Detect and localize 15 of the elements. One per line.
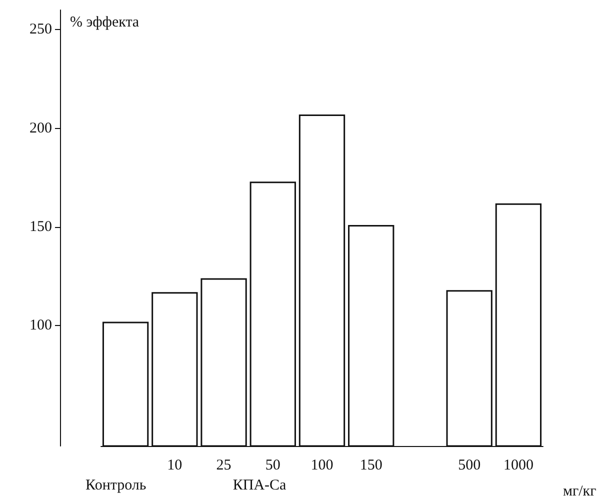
x-tick-label: 25: [216, 458, 232, 474]
text: КПА-Са: [232, 478, 287, 494]
y-tick-label: 150: [30, 219, 52, 236]
x-axis-title: мг/кг: [563, 484, 596, 499]
x-tick-label: 100: [310, 458, 334, 474]
x-tick-label: 1000: [503, 458, 534, 474]
x-tick-label: 150: [360, 458, 382, 474]
y-tick-label: 250: [30, 22, 52, 38]
y-tick-label: 200: [30, 120, 52, 136]
x-tick-label: 500: [458, 458, 481, 474]
y-axis-title: % эффекта: [70, 14, 140, 30]
y-tick-label: 100: [30, 318, 52, 334]
text: Контроль: [86, 478, 146, 494]
x-tick-label: 50: [265, 458, 280, 474]
x-tick-label: 10: [167, 458, 182, 474]
